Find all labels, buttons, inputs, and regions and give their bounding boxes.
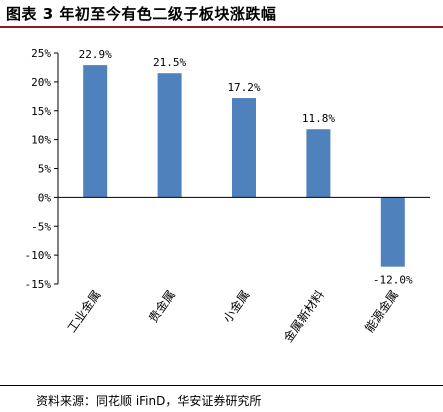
category-labels-group: 工业金属 贵金属 小金属 金属新材料 能源金属 [64, 287, 401, 345]
bar [83, 65, 108, 198]
y-axis: 25% 20% 15% 10% 5% 0% -5% -10% -15% [25, 47, 59, 291]
data-labels-group: 22.9% 21.5% 17.2% 11.8% -12.0% [79, 48, 413, 287]
bar [380, 197, 405, 267]
y-tick-label: 25% [31, 47, 51, 60]
category-label: 贵金属 [145, 287, 178, 325]
chart-title: 图表 3 年初至今有色二级子板块涨跌幅 [6, 5, 277, 23]
bars-group [83, 65, 405, 267]
y-tick-label: -10% [25, 249, 52, 262]
bar [306, 129, 331, 198]
y-tick-label: 15% [31, 105, 51, 118]
data-label: 17.2% [227, 81, 260, 94]
category-label: 小金属 [220, 287, 253, 325]
y-tick-label: 10% [31, 134, 51, 147]
y-tick-label: -5% [31, 220, 51, 233]
source-note: 资料来源：同花顺 iFinD，华安证券研究所 [36, 394, 262, 408]
bar [232, 98, 256, 198]
category-label: 能源金属 [361, 287, 401, 335]
bar [157, 73, 182, 198]
source-divider [0, 385, 443, 386]
y-tick-label: 5% [38, 163, 52, 176]
data-label: 21.5% [153, 56, 186, 69]
category-label: 金属新材料 [280, 287, 327, 345]
y-tick-label: 0% [38, 191, 52, 204]
data-label: 11.8% [302, 112, 335, 125]
title-divider [0, 26, 443, 28]
bar-chart: 25% 20% 15% 10% 5% 0% -5% -10% -15% 22.9% 21.5% 17… [25, 47, 430, 345]
data-label: -12.0% [373, 274, 413, 287]
data-label: 22.9% [79, 48, 112, 61]
y-tick-label: 20% [31, 76, 51, 89]
y-tick-label: -15% [25, 278, 52, 291]
category-label: 工业金属 [64, 287, 104, 335]
